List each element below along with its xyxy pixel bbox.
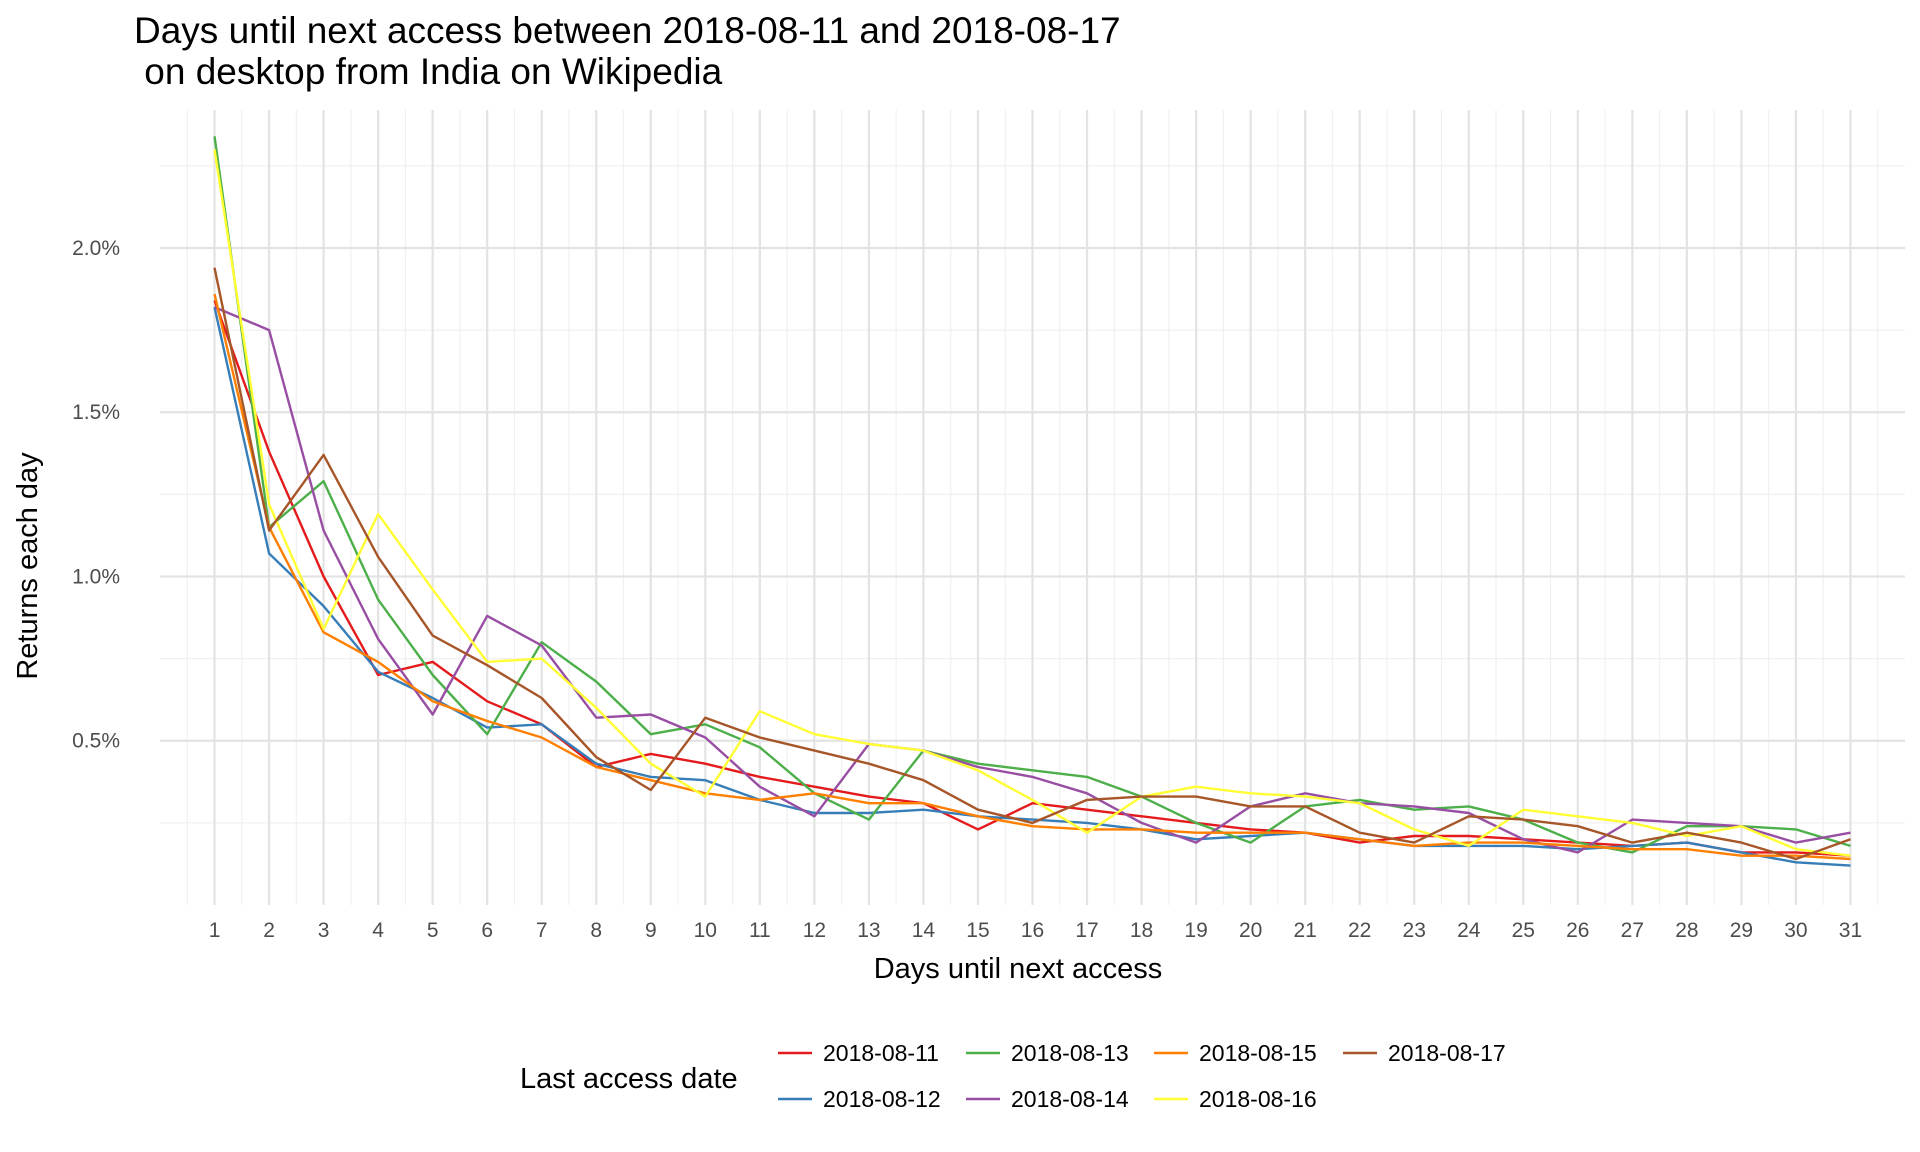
x-tick-label: 18 (1130, 919, 1153, 942)
x-tick-label: 11 (749, 919, 771, 942)
x-tick-label: 1 (209, 919, 221, 942)
title-line-2: on desktop from India on Wikipedia (134, 51, 723, 92)
x-tick-label: 20 (1239, 919, 1262, 942)
legend-label-2018-08-13: 2018-08-13 (1011, 1040, 1129, 1066)
x-tick-label: 17 (1075, 919, 1098, 942)
legend: Last access date 2018-08-11 2018-08-13 201… (520, 1040, 1506, 1112)
series-line-2018-08-15 (213, 293, 1851, 861)
y-tick-label: 2.0% (72, 237, 120, 260)
x-tick-label: 24 (1457, 919, 1481, 942)
y-tick-label: 1.5% (72, 401, 120, 424)
x-tick-label: 26 (1566, 919, 1589, 942)
x-tick-label: 22 (1348, 919, 1371, 942)
x-tick-label: 27 (1621, 919, 1644, 942)
series-line-2018-08-12 (213, 306, 1851, 867)
title-line-1: Days until next access between 2018-08-1… (134, 10, 1121, 51)
series-line-2018-08-17 (213, 267, 1851, 861)
x-axis-ticks: 1 2 3 4 5 6 7 8 9 10 11 12 13 14 15 16 17 18 19 20 21 22 23 24 2… (209, 919, 1862, 942)
y-axis-ticks: 0.5% 1.0% 1.5% 2.0% (72, 237, 120, 753)
legend-label-2018-08-16: 2018-08-16 (1199, 1086, 1317, 1112)
series-line-2018-08-16 (213, 149, 1851, 857)
x-tick-label: 6 (481, 919, 493, 942)
x-tick-label: 28 (1675, 919, 1698, 942)
x-tick-label: 3 (318, 919, 330, 942)
x-tick-label: 15 (966, 919, 989, 942)
x-tick-label: 9 (645, 919, 657, 942)
x-axis-title: Days until next access (874, 953, 1163, 985)
legend-label-2018-08-15: 2018-08-15 (1199, 1040, 1317, 1066)
x-tick-label: 4 (372, 919, 384, 942)
y-axis-title: Returns each day (12, 452, 44, 680)
x-tick-label: 2 (263, 919, 275, 942)
x-tick-label: 16 (1021, 919, 1044, 942)
x-tick-label: 19 (1184, 919, 1207, 942)
y-tick-label: 0.5% (72, 730, 120, 753)
legend-label-2018-08-17: 2018-08-17 (1388, 1040, 1506, 1066)
x-tick-label: 14 (912, 919, 936, 942)
x-tick-label: 13 (857, 919, 880, 942)
x-tick-label: 8 (590, 919, 602, 942)
x-tick-label: 23 (1403, 919, 1426, 942)
y-tick-label: 1.0% (72, 565, 120, 588)
grid (160, 110, 1905, 905)
x-tick-label: 29 (1730, 919, 1753, 942)
x-tick-label: 5 (427, 919, 439, 942)
x-tick-label: 12 (803, 919, 826, 942)
series-line-2018-08-13 (213, 136, 1851, 854)
x-tick-label: 10 (694, 919, 717, 942)
x-tick-label: 7 (536, 919, 548, 942)
x-tick-label: 31 (1839, 919, 1862, 942)
legend-label-2018-08-11: 2018-08-11 (823, 1040, 939, 1066)
legend-title: Last access date (520, 1063, 738, 1095)
legend-label-2018-08-12: 2018-08-12 (823, 1086, 941, 1112)
x-tick-label: 30 (1784, 919, 1807, 942)
chart-title: Days until next access between 2018-08-1… (134, 10, 1121, 92)
series-line-2018-08-14 (214, 305, 1851, 854)
series-lines (213, 136, 1851, 867)
x-tick-label: 25 (1512, 919, 1535, 942)
legend-label-2018-08-14: 2018-08-14 (1011, 1086, 1129, 1112)
x-tick-label: 21 (1293, 919, 1316, 942)
